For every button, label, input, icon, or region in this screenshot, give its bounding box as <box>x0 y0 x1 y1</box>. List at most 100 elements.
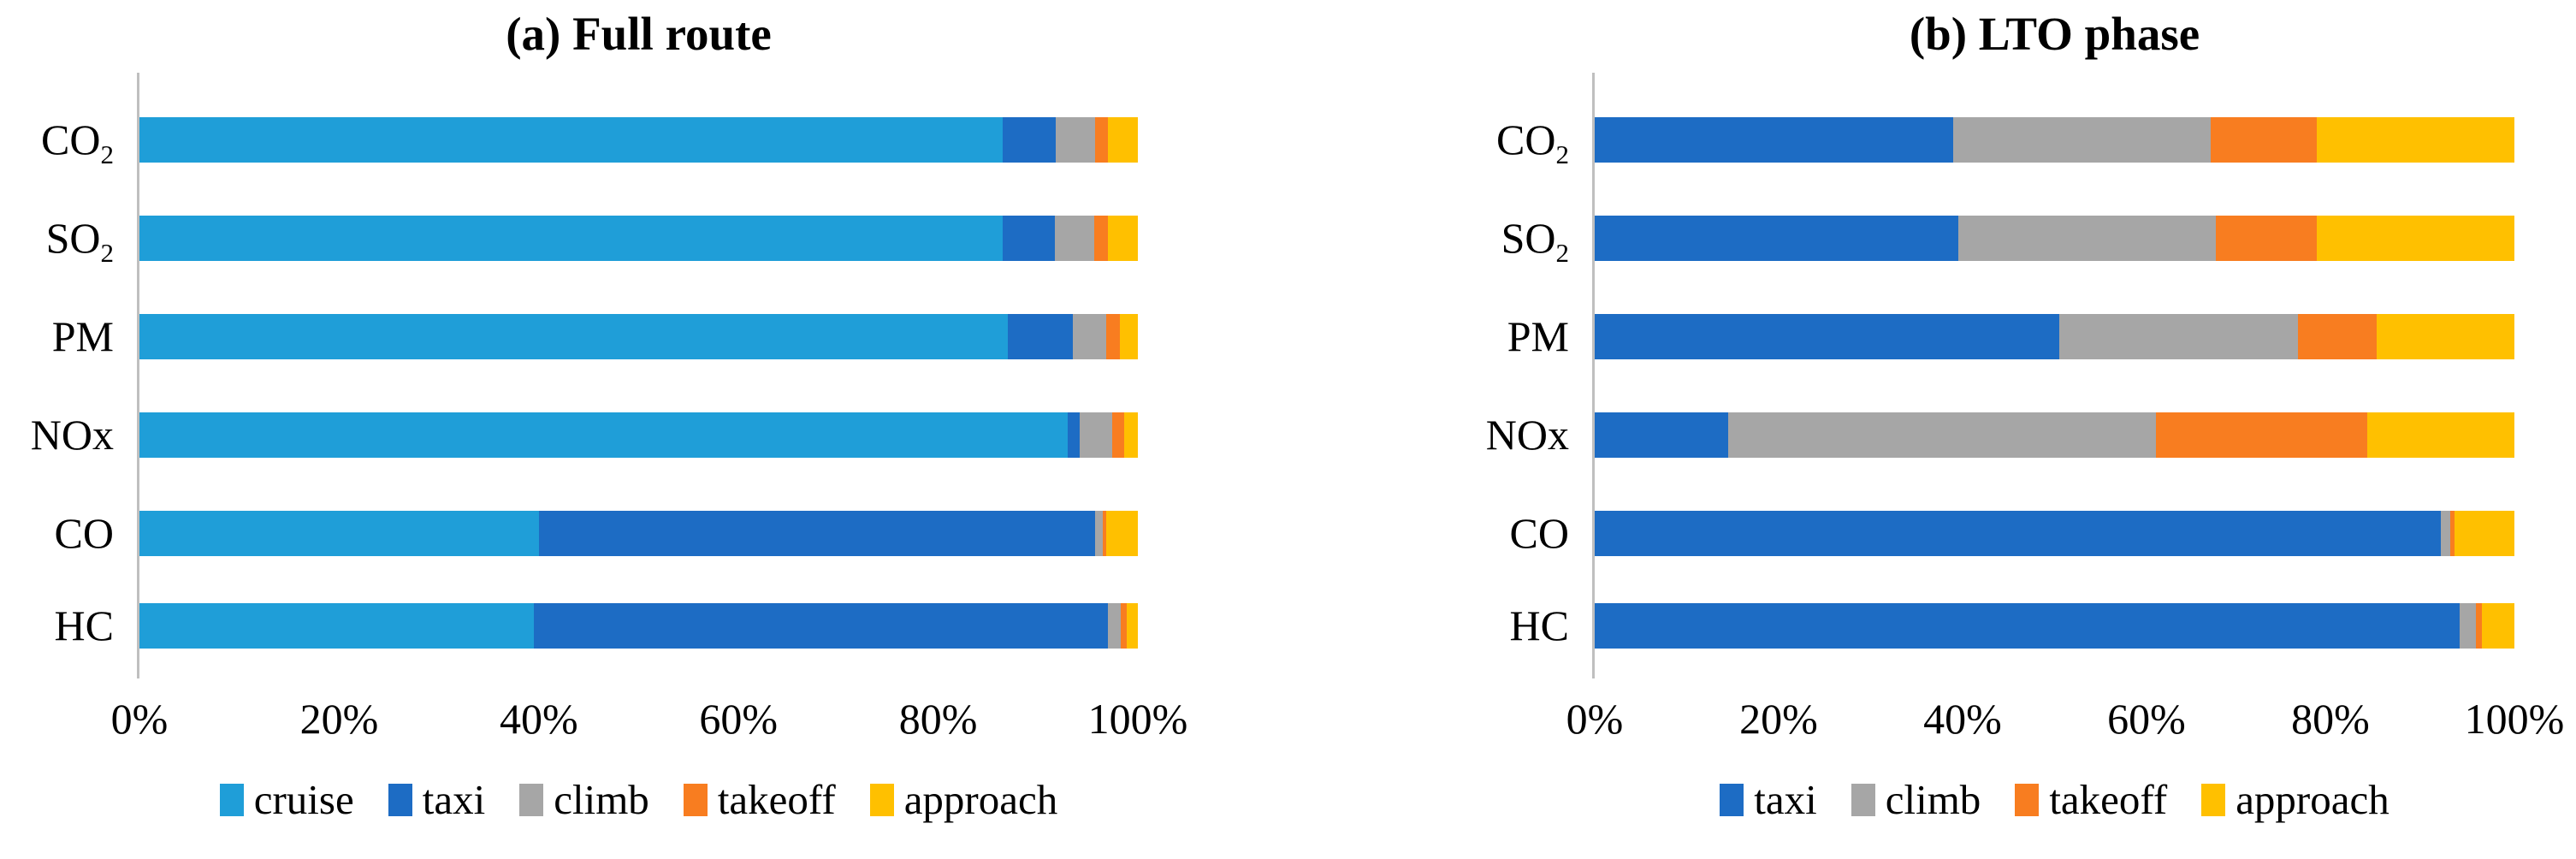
legend-label: takeoff <box>717 776 836 823</box>
bar-segment-climb <box>2058 314 2299 359</box>
category-label: CO <box>1509 509 1569 557</box>
legend-swatch-taxi <box>388 784 412 816</box>
legend-label: approach <box>2235 776 2389 823</box>
chart-full-route: (a) Full route CO2 SO2 PM NOx CO HC 0% 20% 40% 60… <box>30 8 1188 826</box>
bar-segment-takeoff <box>1111 412 1124 458</box>
category-label: NOx <box>30 411 114 459</box>
legend-swatch-cruise <box>219 784 244 816</box>
bar-segment-taxi <box>1595 412 1728 458</box>
bar-segment-takeoff <box>1094 117 1108 163</box>
bar-segment-cruise <box>139 603 534 649</box>
bar-segment-climb <box>1056 117 1095 163</box>
legend-item-takeoff: takeoff <box>2015 776 2167 824</box>
bar-segment-approach <box>2455 511 2514 556</box>
bar-segment-approach <box>1119 314 1138 359</box>
category-label: HC <box>1509 601 1569 649</box>
bar-segment-taxi <box>1003 117 1057 163</box>
bar-segment-approach <box>2376 314 2514 359</box>
bar-segment-takeoff <box>2475 603 2483 649</box>
x-tick-label: 40% <box>499 695 578 743</box>
x-tick-label: 60% <box>2107 695 2186 743</box>
legend-swatch-takeoff <box>2015 784 2040 816</box>
chart-lto-phase: (b) LTO phase CO2 SO2 PM NOx CO HC 0% 20% 40% 60%… <box>1454 0 2576 859</box>
legend: taxi climb takeoff approach <box>1595 774 2514 826</box>
legend-label: cruise <box>253 776 354 823</box>
category-label-subscript: 2 <box>1555 139 1570 169</box>
x-tick-label: 0% <box>110 695 169 743</box>
category-label: PM <box>1507 312 1569 360</box>
category-label: CO2 <box>41 116 114 169</box>
bar-segment-cruise <box>139 216 1004 261</box>
bar-segment-approach <box>2316 216 2514 261</box>
legend-item-climb: climb <box>1851 776 1981 824</box>
bar-segment-takeoff <box>1121 603 1128 649</box>
x-tick-label: 40% <box>1923 695 2002 743</box>
bar-segment-cruise <box>139 412 1069 458</box>
x-tick-label: 100% <box>2464 695 2565 743</box>
x-tick-label: 20% <box>299 695 379 743</box>
bar-segment-takeoff <box>2298 314 2377 359</box>
legend-swatch-approach <box>2201 784 2226 816</box>
bar-segment-taxi <box>1595 314 2059 359</box>
legend: cruise taxi climb takeoff approach <box>139 774 1138 826</box>
category-label: SO2 <box>1501 214 1569 268</box>
category-label: CO <box>54 509 114 557</box>
bar-segment-climb <box>1953 117 2212 163</box>
category-label: NOx <box>1485 411 1569 459</box>
bar-segment-takeoff <box>1093 216 1108 261</box>
legend-swatch-climb <box>519 784 544 816</box>
bar-segment-taxi <box>1003 216 1056 261</box>
bar-segment-climb <box>1957 216 2216 261</box>
legend-swatch-takeoff <box>683 784 708 816</box>
category-label: PM <box>51 312 114 360</box>
bar-segment-approach <box>2482 603 2514 649</box>
bar-segment-approach <box>1107 216 1138 261</box>
bar-segment-climb <box>2459 603 2476 649</box>
bar-segment-climb <box>1080 412 1112 458</box>
bar-segment-taxi <box>538 511 1095 556</box>
bar-segment-taxi <box>1595 117 1954 163</box>
bar-segment-cruise <box>139 117 1004 163</box>
chart-title: (a) Full route <box>506 8 772 60</box>
bar-segment-takeoff <box>2215 216 2317 261</box>
bar-segment-taxi <box>1595 603 2460 649</box>
bar-segment-climb <box>1094 511 1104 556</box>
bar-segment-approach <box>1123 412 1138 458</box>
legend-label: taxi <box>422 776 486 823</box>
bar-segment-approach <box>1105 511 1138 556</box>
x-tick-label: 60% <box>699 695 779 743</box>
x-tick-label: 80% <box>2291 695 2370 743</box>
legend-item-approach: approach <box>2201 776 2389 824</box>
legend-item-taxi: taxi <box>1720 776 1817 824</box>
bar-segment-taxi <box>1008 314 1074 359</box>
legend-swatch-climb <box>1851 784 1875 816</box>
bar-segment-approach <box>1127 603 1138 649</box>
legend-swatch-approach <box>869 784 894 816</box>
legend-label: takeoff <box>2049 776 2168 823</box>
category-label-subscript: 2 <box>1555 238 1570 268</box>
legend-item-cruise: cruise <box>219 776 354 824</box>
bar-segment-takeoff <box>2155 412 2367 458</box>
x-tick-label: 20% <box>1739 695 1818 743</box>
legend-item-approach: approach <box>869 776 1057 824</box>
bar-segment-climb <box>1727 412 2156 458</box>
bar-segment-takeoff <box>2211 117 2317 163</box>
x-tick-label: 0% <box>1566 695 1624 743</box>
bar-segment-climb <box>1073 314 1106 359</box>
bar-segment-taxi <box>1595 511 2441 556</box>
legend-label: climb <box>554 776 649 823</box>
legend-item-taxi: taxi <box>388 776 485 824</box>
legend-label: taxi <box>1754 776 1817 823</box>
legend-swatch-taxi <box>1720 784 1744 816</box>
bar-segment-approach <box>2367 412 2514 458</box>
x-tick-label: 100% <box>1087 695 1188 743</box>
x-tick-label: 80% <box>898 695 978 743</box>
bar-segment-taxi <box>533 603 1108 649</box>
category-label-subscript: 2 <box>100 238 115 268</box>
bar-segment-cruise <box>139 511 539 556</box>
bar-segment-climb <box>2441 511 2450 556</box>
bar-segment-takeoff <box>1103 511 1106 556</box>
category-label: SO2 <box>45 214 114 268</box>
bar-segment-climb <box>1055 216 1094 261</box>
